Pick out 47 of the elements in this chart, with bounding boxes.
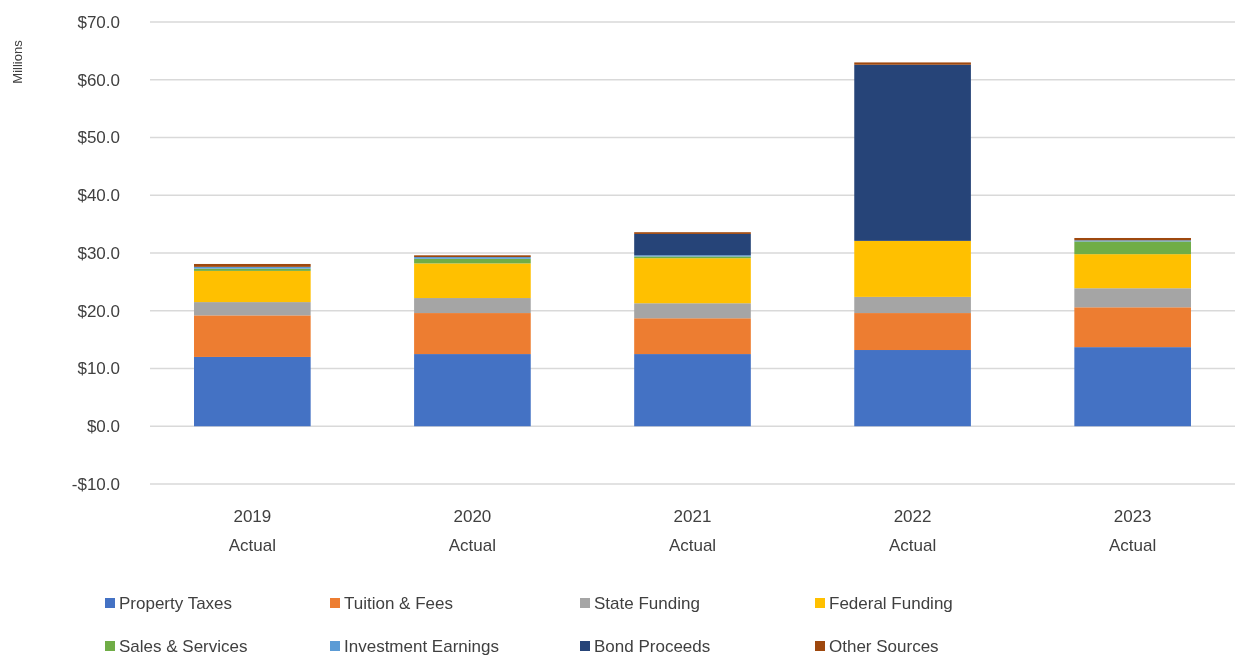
- x-tick-label: 2019 Actual: [228, 507, 276, 555]
- bar: [194, 315, 311, 357]
- bar: [634, 354, 751, 427]
- legend-label: Tuition & Fees: [344, 593, 453, 613]
- x-tick-label: 2021 Actual: [668, 507, 717, 555]
- y-tick-label: -$10.0: [71, 474, 120, 494]
- y-tick-label: $50.0: [77, 128, 120, 148]
- bar: [854, 296, 971, 314]
- legend-label: Federal Funding: [829, 593, 953, 613]
- bar: [194, 356, 311, 427]
- legend-label: Property Taxes: [119, 593, 233, 613]
- y-tick-label: $0.0: [86, 417, 120, 437]
- bar: [414, 298, 531, 314]
- bar: [1074, 288, 1191, 308]
- bar: [634, 318, 751, 355]
- bar: [414, 354, 531, 427]
- y-tick-label: $40.0: [77, 186, 120, 206]
- legend-label: Sales & Services: [119, 636, 248, 656]
- y-axis-title: Millions: [10, 39, 25, 84]
- bar: [414, 313, 531, 355]
- bar: [414, 263, 531, 299]
- x-tick-label: 2020 Actual: [448, 507, 497, 555]
- bar: [854, 350, 971, 427]
- legend-label: Other Sources: [829, 636, 939, 656]
- bar: [854, 240, 971, 297]
- x-tick-label: 2023 Actual: [1109, 507, 1157, 555]
- bar: [634, 258, 751, 304]
- bar: [854, 64, 971, 241]
- bar: [194, 270, 311, 303]
- bar: [854, 62, 971, 65]
- y-tick-label: $30.0: [77, 243, 120, 263]
- legend-label: Bond Proceeds: [594, 636, 711, 656]
- y-tick-label: $10.0: [77, 359, 120, 379]
- bar: [634, 233, 751, 256]
- bar: [854, 313, 971, 351]
- legend-label: State Funding: [594, 593, 700, 613]
- x-tick-label: 2022 Actual: [888, 507, 937, 555]
- y-tick-label: $60.0: [77, 70, 120, 90]
- bar: [1074, 347, 1191, 427]
- bar: [1074, 241, 1191, 255]
- bar: [634, 303, 751, 319]
- y-tick-label: $20.0: [77, 301, 120, 321]
- bar: [194, 302, 311, 316]
- bar: [1074, 254, 1191, 289]
- legend-label: Investment Earnings: [344, 636, 499, 656]
- y-tick-label: $70.0: [77, 12, 120, 32]
- bar: [1074, 307, 1191, 348]
